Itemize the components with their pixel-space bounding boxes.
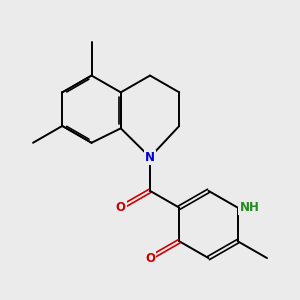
Text: O: O <box>145 252 155 265</box>
Text: N: N <box>145 151 155 164</box>
Text: NH: NH <box>239 201 259 214</box>
Text: O: O <box>116 201 126 214</box>
